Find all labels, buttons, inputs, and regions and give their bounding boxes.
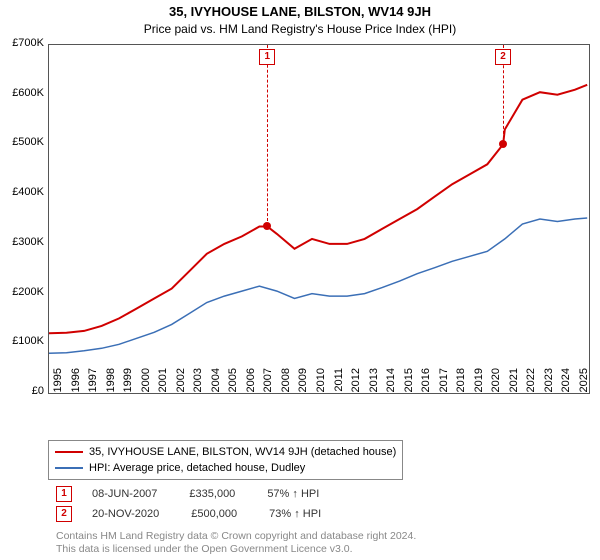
y-tick-label: £100K: [2, 335, 44, 347]
event-price: £500,000: [191, 508, 237, 520]
y-tick-label: £400K: [2, 186, 44, 198]
x-tick-label: 2004: [210, 368, 222, 428]
x-tick-label: 2007: [262, 368, 274, 428]
chart-title-line2: Price paid vs. HM Land Registry's House …: [0, 22, 600, 36]
event-row-badge-2: 2: [56, 506, 72, 522]
event-marker-dot-1: [263, 222, 271, 230]
chart-lines-layer: [49, 45, 589, 393]
legend-label-hpi: HPI: Average price, detached house, Dudl…: [89, 462, 305, 474]
event-row-badge-1: 1: [56, 486, 72, 502]
legend-label-subject: 35, IVYHOUSE LANE, BILSTON, WV14 9JH (de…: [89, 446, 396, 458]
event-row-1: 1 08-JUN-2007 £335,000 57% ↑ HPI: [56, 486, 351, 502]
x-tick-label: 1997: [87, 368, 99, 428]
legend-row-subject: 35, IVYHOUSE LANE, BILSTON, WV14 9JH (de…: [55, 444, 396, 460]
x-tick-label: 2018: [455, 368, 467, 428]
event-marker-badge-2: 2: [495, 49, 511, 65]
credit-line-2: This data is licensed under the Open Gov…: [56, 543, 416, 556]
x-tick-label: 2017: [438, 368, 450, 428]
event-delta: 57% ↑ HPI: [267, 488, 319, 500]
event-date: 20-NOV-2020: [92, 508, 159, 520]
x-tick-label: 2021: [508, 368, 520, 428]
x-tick-label: 2016: [420, 368, 432, 428]
x-tick-label: 2008: [280, 368, 292, 428]
x-tick-label: 2015: [403, 368, 415, 428]
x-tick-label: 1996: [70, 368, 82, 428]
x-tick-label: 2012: [350, 368, 362, 428]
event-date: 08-JUN-2007: [92, 488, 157, 500]
chart-plot-area: 12: [48, 44, 590, 394]
y-tick-label: £0: [2, 385, 44, 397]
x-tick-label: 1998: [105, 368, 117, 428]
x-tick-label: 2001: [157, 368, 169, 428]
legend-row-hpi: HPI: Average price, detached house, Dudl…: [55, 460, 396, 476]
credit-line-1: Contains HM Land Registry data © Crown c…: [56, 530, 416, 543]
y-tick-label: £700K: [2, 37, 44, 49]
x-tick-label: 2019: [473, 368, 485, 428]
x-tick-label: 2025: [578, 368, 590, 428]
legend-swatch-hpi: [55, 467, 83, 469]
x-tick-label: 2011: [333, 368, 345, 428]
x-tick-label: 1999: [122, 368, 134, 428]
event-marker-line-1: [267, 45, 268, 226]
x-tick-label: 2005: [227, 368, 239, 428]
y-tick-label: £300K: [2, 236, 44, 248]
y-tick-label: £600K: [2, 87, 44, 99]
event-marker-dot-2: [499, 140, 507, 148]
y-tick-label: £500K: [2, 136, 44, 148]
x-tick-label: 2023: [543, 368, 555, 428]
x-tick-label: 2014: [385, 368, 397, 428]
legend: 35, IVYHOUSE LANE, BILSTON, WV14 9JH (de…: [48, 440, 403, 480]
x-tick-label: 2000: [140, 368, 152, 428]
chart-title-line1: 35, IVYHOUSE LANE, BILSTON, WV14 9JH: [0, 4, 600, 19]
x-tick-label: 2013: [368, 368, 380, 428]
event-price: £335,000: [189, 488, 235, 500]
x-tick-label: 2006: [245, 368, 257, 428]
legend-swatch-subject: [55, 451, 83, 453]
y-tick-label: £200K: [2, 286, 44, 298]
x-tick-label: 2024: [560, 368, 572, 428]
x-tick-label: 2009: [297, 368, 309, 428]
event-delta: 73% ↑ HPI: [269, 508, 321, 520]
event-row-2: 2 20-NOV-2020 £500,000 73% ↑ HPI: [56, 506, 353, 522]
x-tick-label: 2022: [525, 368, 537, 428]
x-tick-label: 2010: [315, 368, 327, 428]
x-tick-label: 1995: [52, 368, 64, 428]
x-tick-label: 2020: [490, 368, 502, 428]
x-tick-label: 2003: [192, 368, 204, 428]
event-marker-badge-1: 1: [259, 49, 275, 65]
x-tick-label: 2002: [175, 368, 187, 428]
credits: Contains HM Land Registry data © Crown c…: [56, 530, 416, 556]
